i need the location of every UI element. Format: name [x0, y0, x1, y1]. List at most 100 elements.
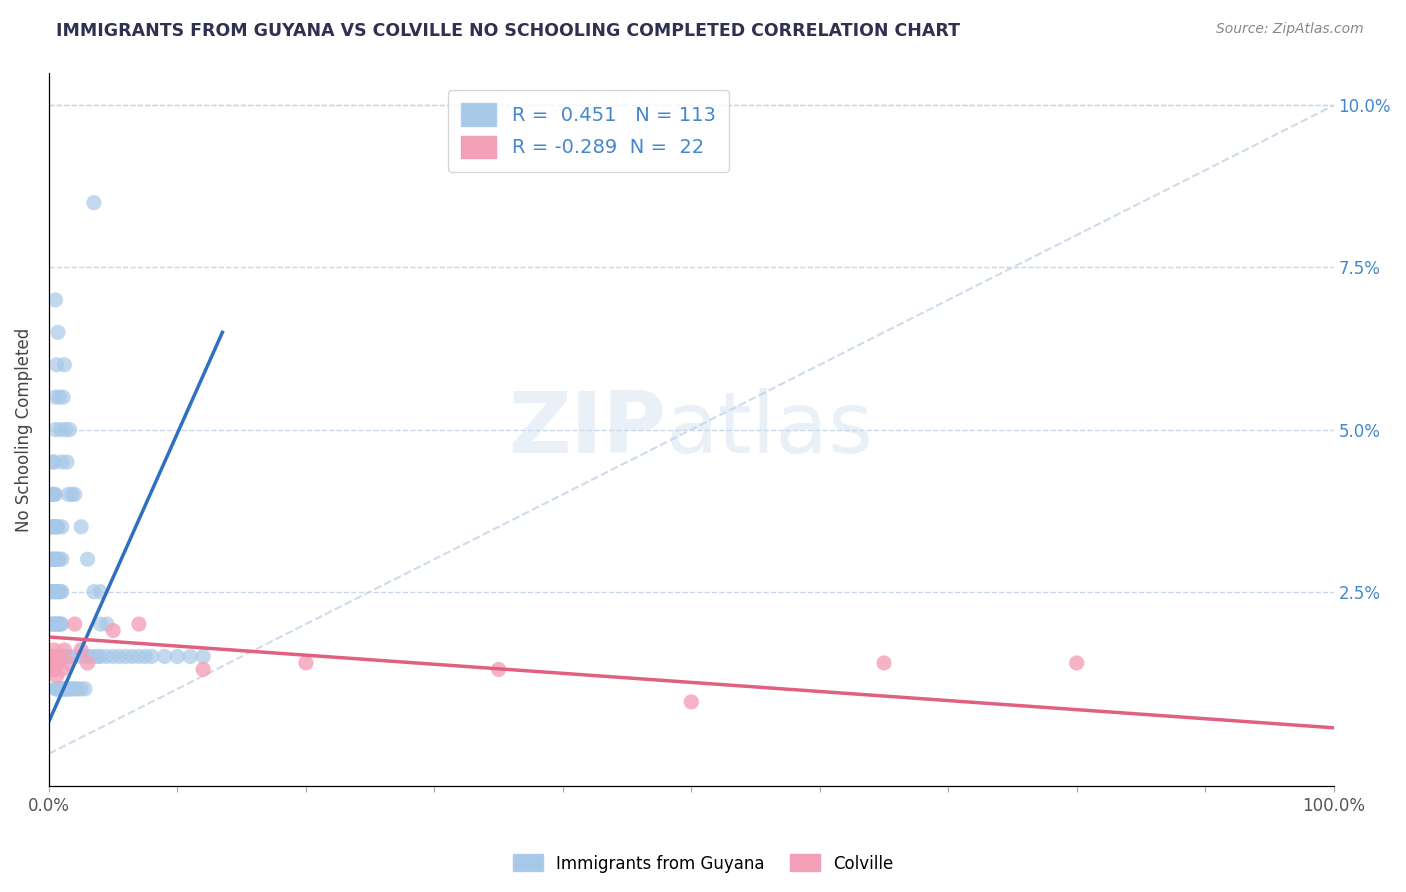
Point: [48, 617, 70, 632]
Point: [44, 487, 66, 501]
Point: [179, 649, 201, 664]
Point: [42, 643, 65, 657]
Point: [44, 293, 66, 307]
Point: [63, 681, 86, 696]
Point: [46, 649, 69, 664]
Point: [87, 649, 110, 664]
Point: [53, 681, 76, 696]
Legend: Immigrants from Guyana, Colville: Immigrants from Guyana, Colville: [506, 847, 900, 880]
Point: [42, 455, 65, 469]
Point: [41, 552, 63, 566]
Point: [44, 662, 66, 676]
Point: [46, 552, 69, 566]
Point: [48, 681, 70, 696]
Point: [48, 390, 70, 404]
Point: [42, 656, 65, 670]
Point: [191, 649, 214, 664]
Point: [45, 669, 67, 683]
Point: [46, 520, 69, 534]
Point: [51, 455, 73, 469]
Text: IMMIGRANTS FROM GUYANA VS COLVILLE NO SCHOOLING COMPLETED CORRELATION CHART: IMMIGRANTS FROM GUYANA VS COLVILLE NO SC…: [56, 22, 960, 40]
Point: [108, 649, 131, 664]
Point: [46, 326, 69, 340]
Point: [42, 584, 65, 599]
Point: [58, 487, 80, 501]
Point: [44, 390, 66, 404]
Point: [46, 617, 69, 632]
Point: [681, 695, 703, 709]
Point: [51, 520, 73, 534]
Point: [41, 662, 63, 676]
Legend: R =  0.451   N = 113, R = -0.289  N =  22: R = 0.451 N = 113, R = -0.289 N = 22: [447, 90, 730, 171]
Point: [58, 649, 80, 664]
Point: [96, 649, 118, 664]
Point: [44, 584, 66, 599]
Point: [46, 584, 69, 599]
Point: [49, 584, 72, 599]
Point: [51, 649, 73, 664]
Point: [42, 455, 65, 469]
Point: [52, 649, 75, 664]
Point: [70, 643, 93, 657]
Point: [42, 617, 65, 632]
Point: [295, 656, 318, 670]
Point: [51, 552, 73, 566]
Point: [134, 649, 156, 664]
Point: [141, 649, 163, 664]
Point: [58, 423, 80, 437]
Point: [44, 423, 66, 437]
Point: [89, 617, 111, 632]
Point: [83, 195, 105, 210]
Point: [89, 649, 111, 664]
Point: [45, 681, 67, 696]
Point: [83, 649, 105, 664]
Point: [42, 649, 65, 664]
Point: [96, 617, 118, 632]
Point: [83, 584, 105, 599]
Point: [44, 681, 66, 696]
Point: [45, 520, 67, 534]
Point: [60, 487, 83, 501]
Point: [41, 520, 63, 534]
Point: [45, 358, 67, 372]
Point: [1066, 656, 1088, 670]
Point: [52, 390, 75, 404]
Point: [41, 584, 63, 599]
Point: [53, 649, 76, 664]
Point: [128, 649, 150, 664]
Point: [42, 487, 65, 501]
Point: [42, 487, 65, 501]
Point: [42, 584, 65, 599]
Point: [166, 649, 188, 664]
Point: [48, 552, 70, 566]
Point: [42, 649, 65, 664]
Point: [45, 552, 67, 566]
Point: [52, 681, 75, 696]
Point: [121, 649, 143, 664]
Point: [63, 617, 86, 632]
Point: [56, 455, 79, 469]
Point: [58, 656, 80, 670]
Point: [63, 649, 86, 664]
Point: [153, 649, 176, 664]
Point: [79, 649, 101, 664]
Point: [103, 624, 125, 638]
Text: Source: ZipAtlas.com: Source: ZipAtlas.com: [1216, 22, 1364, 37]
Point: [42, 617, 65, 632]
Point: [55, 423, 77, 437]
Point: [70, 520, 93, 534]
Point: [55, 681, 77, 696]
Point: [70, 681, 93, 696]
Point: [89, 584, 111, 599]
Point: [39, 649, 62, 664]
Point: [103, 649, 125, 664]
Point: [53, 358, 76, 372]
Text: atlas: atlas: [665, 388, 873, 471]
Point: [58, 681, 80, 696]
Point: [58, 681, 80, 696]
Text: ZIP: ZIP: [508, 388, 665, 471]
Point: [44, 649, 66, 664]
Point: [66, 681, 89, 696]
Point: [46, 681, 69, 696]
Point: [44, 617, 66, 632]
